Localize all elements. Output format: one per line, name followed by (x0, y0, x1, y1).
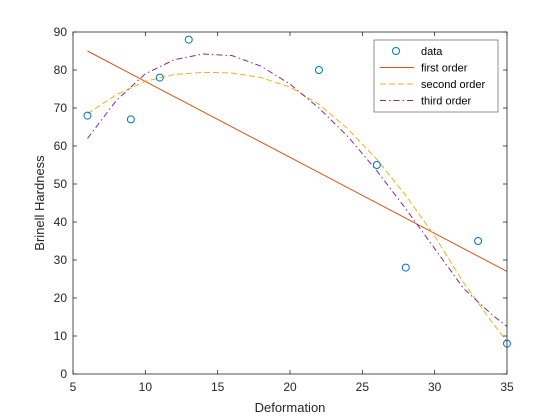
x-tick-label: 20 (283, 380, 297, 394)
y-tick-label: 10 (54, 329, 68, 343)
data-point (184, 35, 193, 44)
legend: data first order second order third order (373, 39, 499, 113)
y-tick-label: 70 (54, 101, 68, 115)
legend-label: data (421, 46, 443, 58)
data-point (474, 237, 483, 245)
x-tick-label: 15 (211, 380, 225, 394)
data-point (401, 263, 410, 272)
x-axis-title: Deformation (255, 400, 326, 415)
ticks-layer: 5 10 15 20 25 30 35 0 10 20 30 40 50 60 70 80 90 (54, 25, 514, 394)
series-line-1 (87, 50, 508, 272)
legend-marker-data (392, 47, 400, 55)
data-point (372, 161, 381, 169)
y-tick-label: 20 (54, 291, 68, 305)
y-axis-title: Brinell Hardness (32, 155, 47, 251)
y-tick-label: 0 (60, 367, 67, 381)
y-tick-label: 30 (54, 253, 68, 267)
legend-label: third order (421, 96, 471, 108)
data-points-layer (83, 35, 511, 348)
y-tick-label: 50 (54, 177, 68, 191)
x-tick-label: 5 (70, 380, 77, 394)
legend-label: second order (421, 79, 486, 91)
series-line-3 (87, 53, 508, 327)
data-point (155, 73, 164, 82)
x-tick-label: 10 (139, 380, 153, 394)
x-tick-label: 30 (428, 380, 442, 394)
data-point (126, 115, 135, 124)
y-tick-label: 40 (54, 215, 68, 229)
y-tick-label: 80 (54, 63, 68, 77)
legend-label: first order (421, 63, 468, 75)
data-point (83, 111, 92, 120)
x-tick-label: 35 (500, 380, 514, 394)
y-tick-label: 90 (54, 25, 68, 39)
series-layer (87, 50, 508, 343)
y-tick-label: 60 (54, 139, 68, 153)
legend-items: data first order second order third order (380, 46, 486, 108)
x-tick-label: 25 (356, 380, 370, 394)
data-point (314, 66, 323, 74)
